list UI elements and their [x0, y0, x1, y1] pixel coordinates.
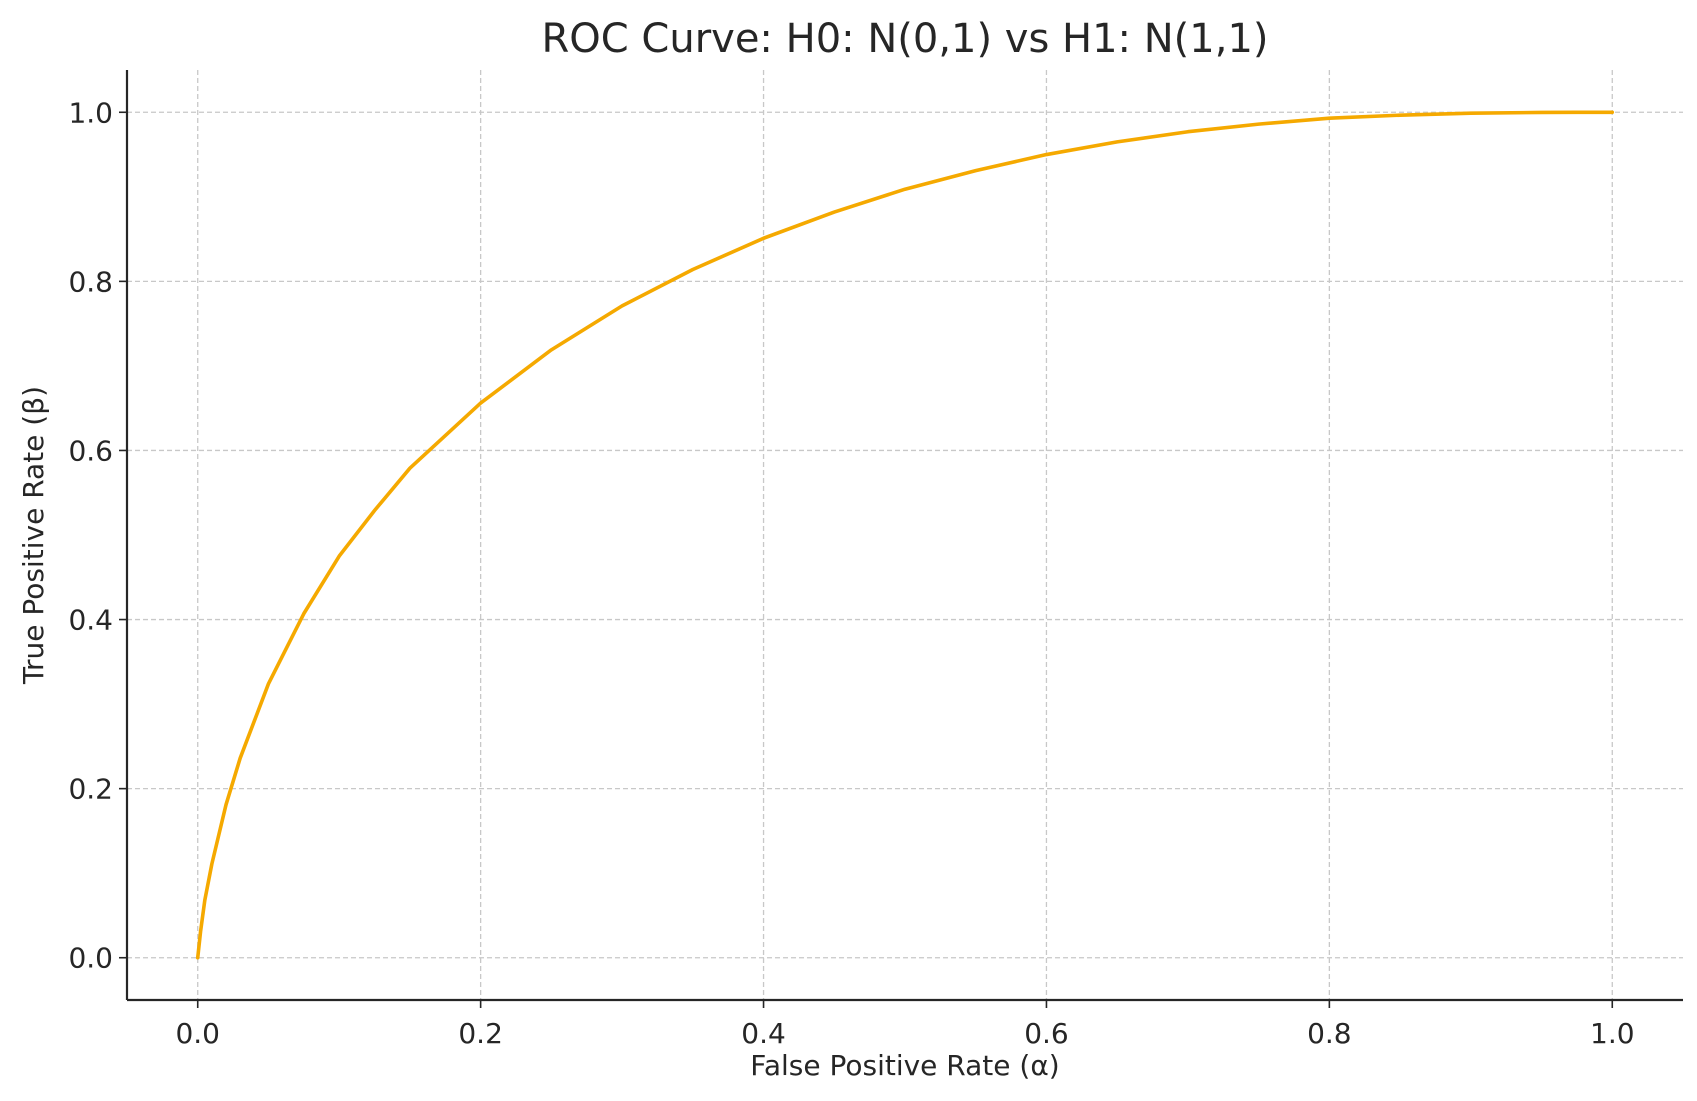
y-tick-label: 1.0	[68, 96, 113, 129]
y-axis-title: True Positive Rate (β)	[17, 386, 50, 685]
series-layer	[195, 110, 1615, 960]
roc-curve-line	[195, 110, 1615, 960]
ticks: 0.0 0.2 0.4 0.6 0.8 1.0 0.0 0.2 0.4 0.6 0.8 1.0	[68, 96, 1634, 1050]
x-tick-label: 0.0	[175, 1017, 220, 1050]
x-tick-label: 0.6	[1024, 1017, 1069, 1050]
y-tick-label: 0.0	[68, 942, 113, 975]
grid	[127, 70, 1683, 1000]
y-tick-label: 0.8	[68, 265, 113, 298]
chart-title: ROC Curve: H0: N(0,1) vs H1: N(1,1)	[542, 16, 1269, 62]
axes	[125, 70, 1683, 1002]
y-tick-label: 0.4	[68, 604, 113, 637]
y-tick-label: 0.6	[68, 434, 113, 467]
x-tick-label: 0.4	[741, 1017, 786, 1050]
x-tick-label: 0.2	[458, 1017, 503, 1050]
x-tick-label: 1.0	[1590, 1017, 1635, 1050]
y-tick-label: 0.2	[68, 773, 113, 806]
x-tick-label: 0.8	[1307, 1017, 1352, 1050]
x-axis-title: False Positive Rate (α)	[750, 1049, 1059, 1082]
